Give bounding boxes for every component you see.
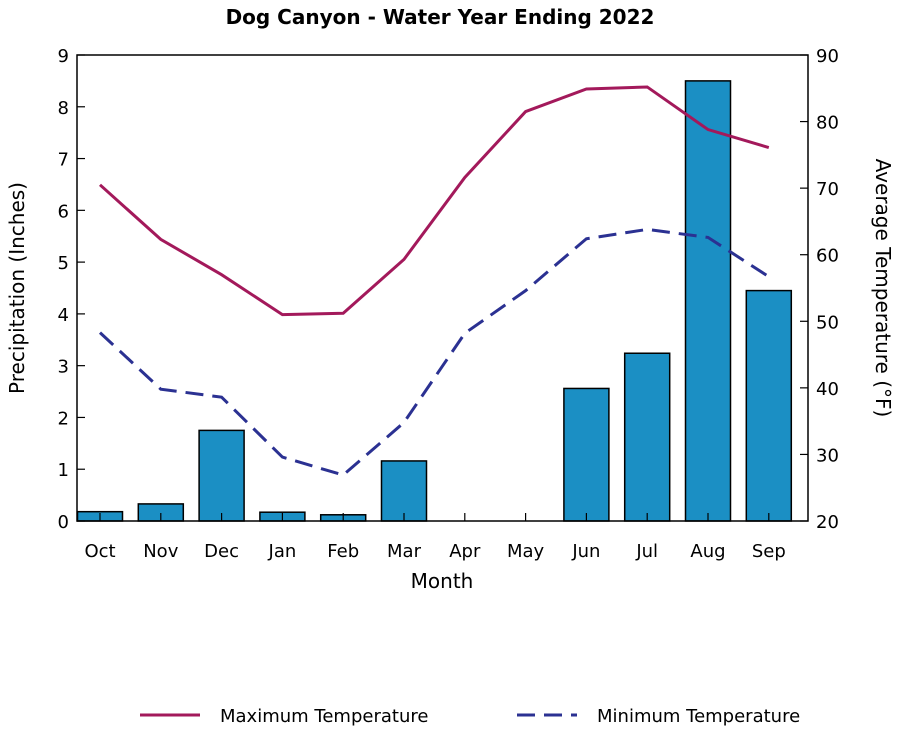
y-tick-label: 3 [58,357,69,378]
y-tick-label: 9 [58,46,69,67]
bar-dec [198,429,245,522]
y-tick-label: 2 [58,408,69,429]
x-tick-label: Dec [204,541,239,562]
y-tick-label: 8 [58,98,69,119]
plot-frame [76,54,809,522]
y-tick-label: 5 [58,253,69,274]
x-tick-label: Sep [752,541,786,562]
legend-label: Minimum Temperature [597,706,800,727]
bar-aug [684,80,732,522]
x-tick-label: Oct [84,541,115,562]
x-tick-label: Aug [690,541,725,562]
x-tick-label: Feb [327,541,359,562]
bar-mar [380,460,428,522]
x-tick-label: Mar [387,541,422,562]
x-tick-label: Apr [449,541,481,562]
x-tick-label: Jul [635,541,658,562]
legend: Maximum Temperature Minimum Temperature [140,706,800,727]
y-tick-label: 7 [58,150,69,171]
line-min-temperature [98,227,770,477]
bar-jul [623,352,671,522]
y2-tick-label: 60 [816,246,839,267]
y2-tick-label: 90 [816,46,839,67]
x-axis-label: Month [411,569,474,593]
y2-tick-label: 20 [816,512,839,533]
y2-tick-label: 50 [816,312,839,333]
y-tick-label: 6 [58,201,69,222]
y2-tick-label: 30 [816,445,839,466]
y-axis-label: Precipitation (Inches) [5,182,29,394]
x-tick-label: May [507,541,545,562]
x-tick-label: Nov [143,541,178,562]
y-tick-label: 0 [58,512,69,533]
line-max-temperature [98,85,770,317]
y2-tick-label: 80 [816,113,839,134]
legend-label: Maximum Temperature [220,706,428,727]
chart-title: Dog Canyon - Water Year Ending 2022 [226,5,655,29]
y2-tick-label: 40 [816,379,839,400]
x-tick-label: Jun [571,541,600,562]
y2-axis-label: Average Temperature (°F) [871,159,895,418]
y-tick-label: 1 [58,460,69,481]
bar-sep [745,289,793,522]
bar-jun [563,387,610,522]
y2-tick-label: 70 [816,179,839,200]
x-tick-label: Jan [268,541,297,562]
y-tick-label: 4 [58,305,69,326]
